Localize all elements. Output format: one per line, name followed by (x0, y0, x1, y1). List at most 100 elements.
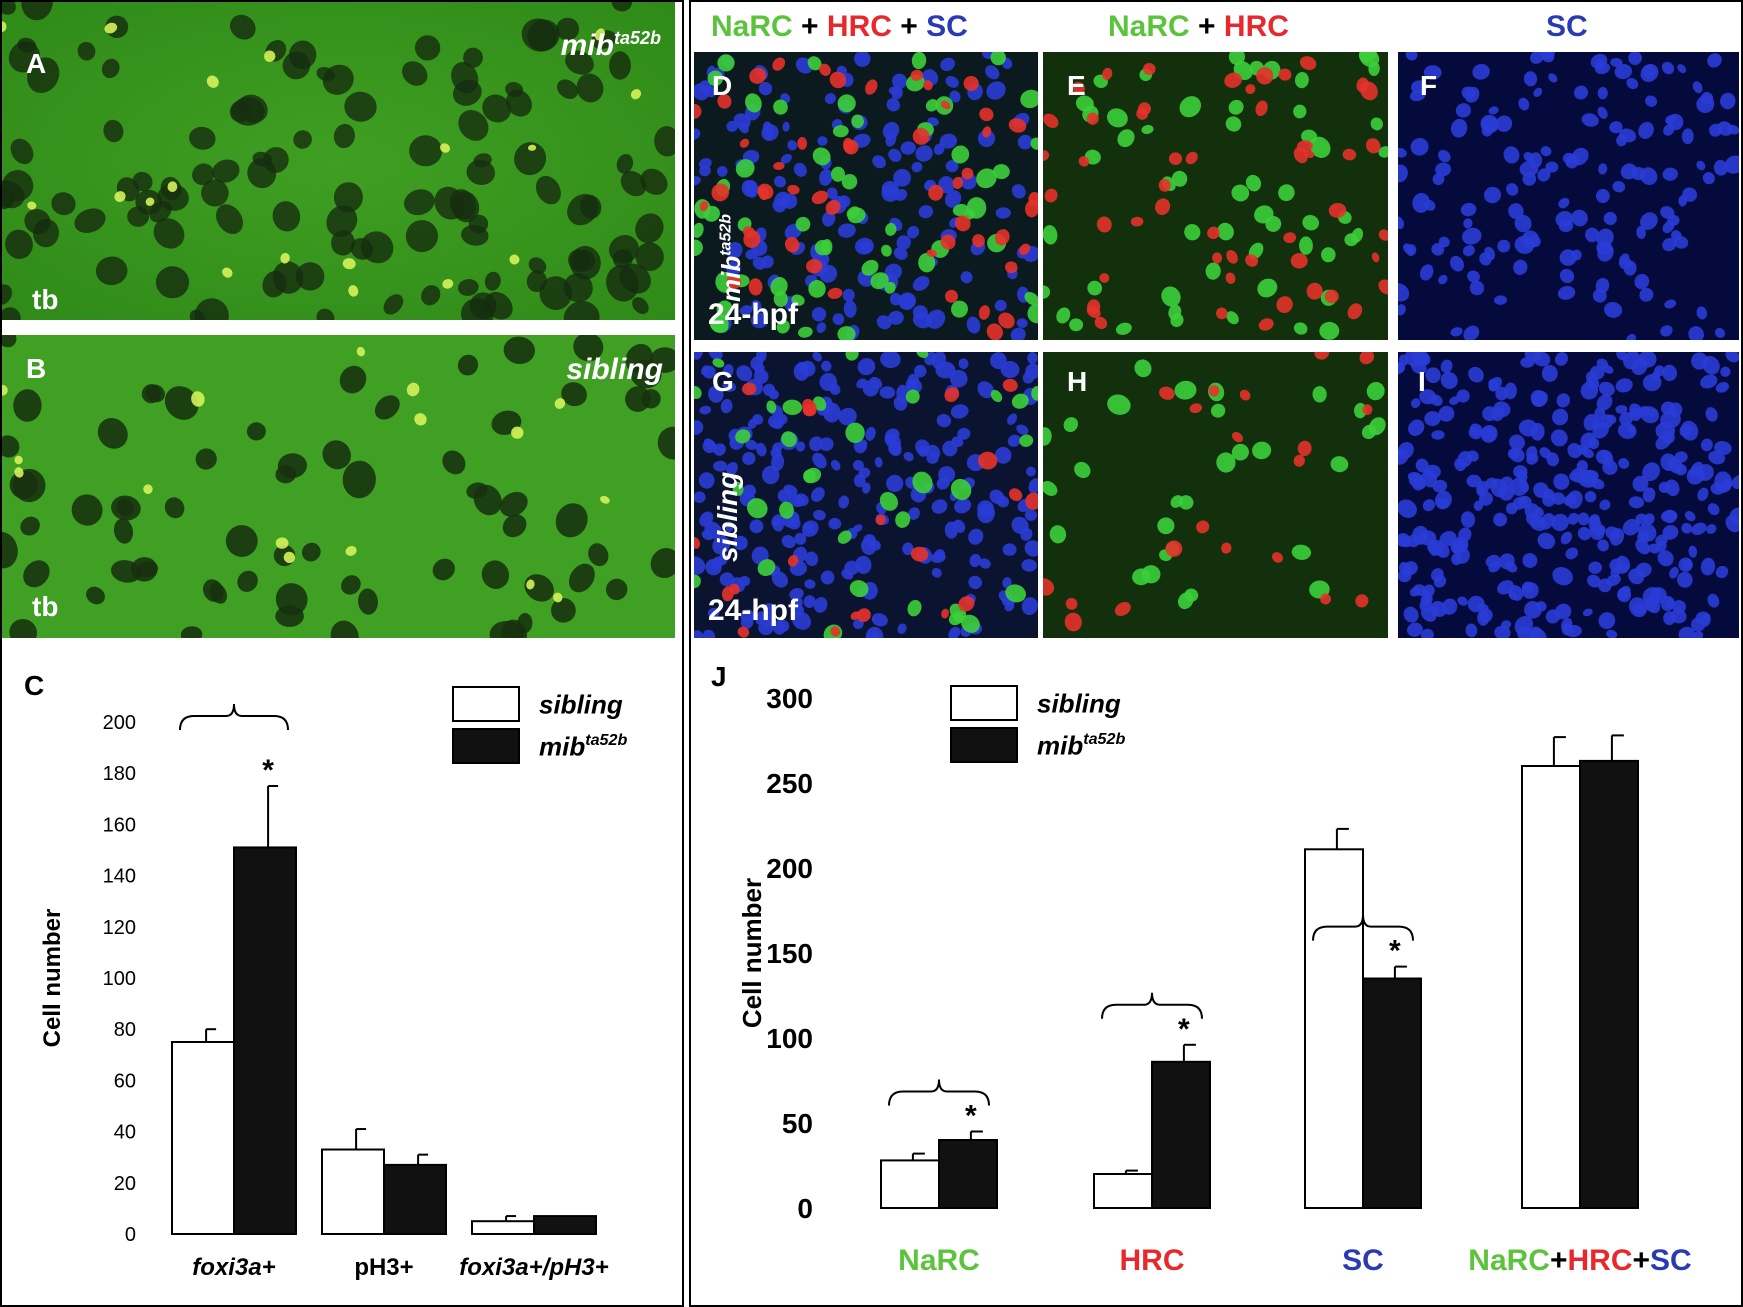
legend-swatch (452, 686, 520, 722)
cell-blob (726, 274, 742, 290)
cell-blob (283, 551, 296, 564)
cell-blob (886, 98, 901, 112)
cell-blob (1371, 252, 1380, 263)
cell-blob (802, 403, 816, 417)
cell-blob (1319, 321, 1340, 340)
panel-d-stage: 24-hpf (708, 298, 798, 331)
cell-blob (827, 287, 843, 299)
cell-blob (86, 586, 105, 605)
cell-blob (1069, 318, 1084, 332)
category-label: NaRC (898, 1244, 980, 1277)
cell-blob (1296, 140, 1313, 153)
cell-blob (1660, 325, 1673, 337)
cell-blob (795, 216, 811, 232)
cell-blob (1610, 567, 1621, 578)
cell-blob (1643, 64, 1656, 79)
cell-blob (609, 51, 631, 80)
cell-blob (272, 261, 304, 294)
cell-blob (405, 220, 438, 253)
cell-blob (1398, 164, 1408, 183)
cell-blob (804, 579, 816, 589)
cell-blob (791, 294, 805, 306)
y-tick-label: 0 (797, 1193, 813, 1224)
cell-blob (858, 439, 868, 450)
cell-blob (1617, 587, 1632, 603)
cell-blob (837, 530, 852, 544)
cell-blob (1545, 161, 1559, 173)
cell-blob (1598, 612, 1616, 630)
cell-blob (1170, 313, 1184, 328)
cell-blob (1031, 385, 1038, 401)
cell-blob (1598, 381, 1615, 397)
category-label: foxi3a+ (192, 1254, 275, 1281)
cell-blob (1216, 307, 1228, 320)
panel-j-chart: J Cell number 0 50 100 150 200 250 300 * NaRC * HRC… (711, 661, 1692, 1277)
cell-blob (916, 352, 929, 358)
cell-blob (1507, 447, 1520, 460)
cell-blob (957, 427, 971, 440)
cell-blob (1688, 326, 1705, 340)
col3-header: SC (1546, 10, 1588, 44)
cell-blob (942, 440, 958, 457)
legend-label: sibling (1037, 689, 1121, 719)
legend-label-sup: ta52b (585, 731, 627, 749)
cell-blob (1569, 471, 1580, 482)
cell-blob (820, 570, 835, 585)
cell-blob (1488, 106, 1499, 115)
cell-blob (77, 41, 96, 61)
cell-blob (404, 189, 435, 216)
y-tick-label: 140 (103, 866, 136, 888)
cell-blob (757, 559, 776, 577)
y-tick-label: 300 (766, 683, 813, 714)
cell-blob (1479, 608, 1493, 623)
cell-blob (876, 315, 892, 330)
cell-blob (1588, 561, 1602, 574)
cell-blob (1523, 151, 1534, 162)
cell-blob (748, 278, 763, 296)
cell-blob (1534, 506, 1544, 517)
cell-blob (742, 382, 757, 396)
cell-blob (694, 83, 709, 101)
cell-blob (858, 241, 871, 254)
col2-hrc: HRC (1223, 10, 1289, 43)
cell-blob (1551, 513, 1569, 532)
col3-sc: SC (1546, 10, 1588, 43)
cell-blob (782, 399, 803, 416)
cell-blob (1306, 282, 1323, 300)
cell-blob (1094, 316, 1108, 330)
cell-blob (1533, 87, 1543, 98)
cell-blob (1663, 124, 1675, 136)
cell-blob (1526, 453, 1539, 465)
cell-blob (1228, 52, 1246, 65)
cell-blob (32, 218, 60, 248)
cell-blob (1577, 444, 1589, 455)
panel-d-letter: D (712, 70, 733, 101)
cell-blob (743, 230, 761, 248)
cell-blob (23, 560, 50, 588)
cell-blob (1021, 597, 1038, 616)
cell-blob (791, 604, 805, 618)
cell-blob (1403, 561, 1418, 575)
cell-blob (911, 161, 923, 173)
cell-blob (751, 299, 762, 312)
cell-blob (721, 586, 734, 602)
cell-blob (1245, 84, 1256, 95)
cell-blob (1596, 394, 1613, 411)
cell-blob (812, 147, 831, 166)
cell-blob (732, 481, 744, 496)
cell-blob (819, 437, 834, 452)
cell-blob (1254, 205, 1274, 224)
cell-blob (966, 197, 987, 219)
cell-blob (739, 138, 750, 148)
cell-blob (994, 446, 1012, 464)
cell-blob (776, 319, 790, 334)
cell-blob (1025, 492, 1038, 510)
cell-blob (1466, 474, 1482, 488)
cell-blob (1309, 136, 1331, 158)
cell-blob (2, 335, 17, 348)
cell-blob (573, 335, 604, 362)
cell-blob (694, 420, 704, 435)
cell-blob (275, 537, 289, 549)
cell-blob (745, 439, 758, 450)
cell-blob (1008, 118, 1027, 133)
